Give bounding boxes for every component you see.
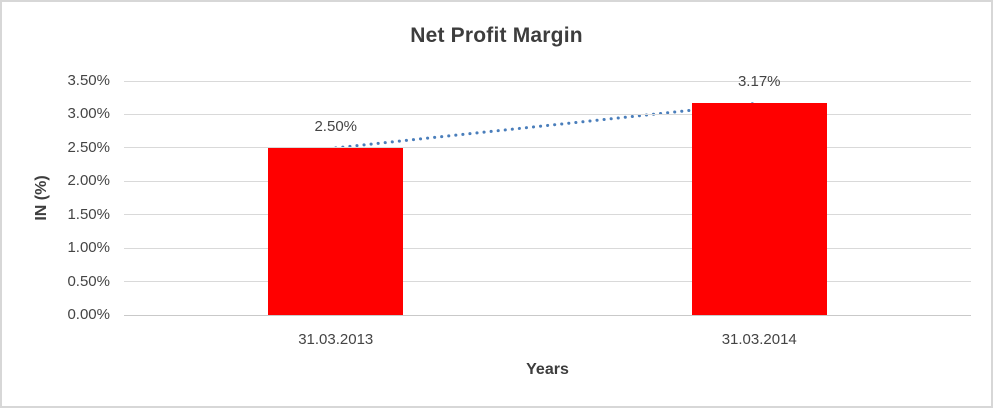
x-tick-label: 31.03.2013	[298, 331, 374, 348]
bar-data-label: 2.50%	[314, 117, 358, 135]
y-tick-label: 0.00%	[67, 306, 110, 323]
x-axis-line	[124, 314, 971, 316]
y-tick-label: 2.00%	[67, 172, 110, 190]
y-tick-label: 2.50%	[67, 138, 110, 156]
y-tick-label: 1.00%	[67, 239, 110, 257]
y-tick-label: 3.00%	[67, 105, 110, 123]
bar-31.03.2014	[691, 103, 827, 315]
gridline	[124, 80, 971, 82]
gridline	[124, 214, 971, 216]
gridline	[124, 113, 971, 115]
gridline	[124, 247, 971, 249]
y-tick-label: 0.50%	[67, 272, 110, 290]
y-tick-label: 3.50%	[67, 72, 110, 89]
bar-31.03.2013	[268, 147, 404, 315]
gridline	[124, 180, 971, 182]
x-axis-title: Years	[526, 361, 569, 378]
bar-data-label: 3.17%	[737, 73, 781, 91]
y-tick-label: 1.50%	[67, 205, 110, 223]
x-tick-label: 31.03.2014	[721, 331, 797, 348]
gridline	[124, 147, 971, 149]
gridline	[124, 281, 971, 283]
chart-title: Net Profit Margin	[410, 24, 583, 47]
